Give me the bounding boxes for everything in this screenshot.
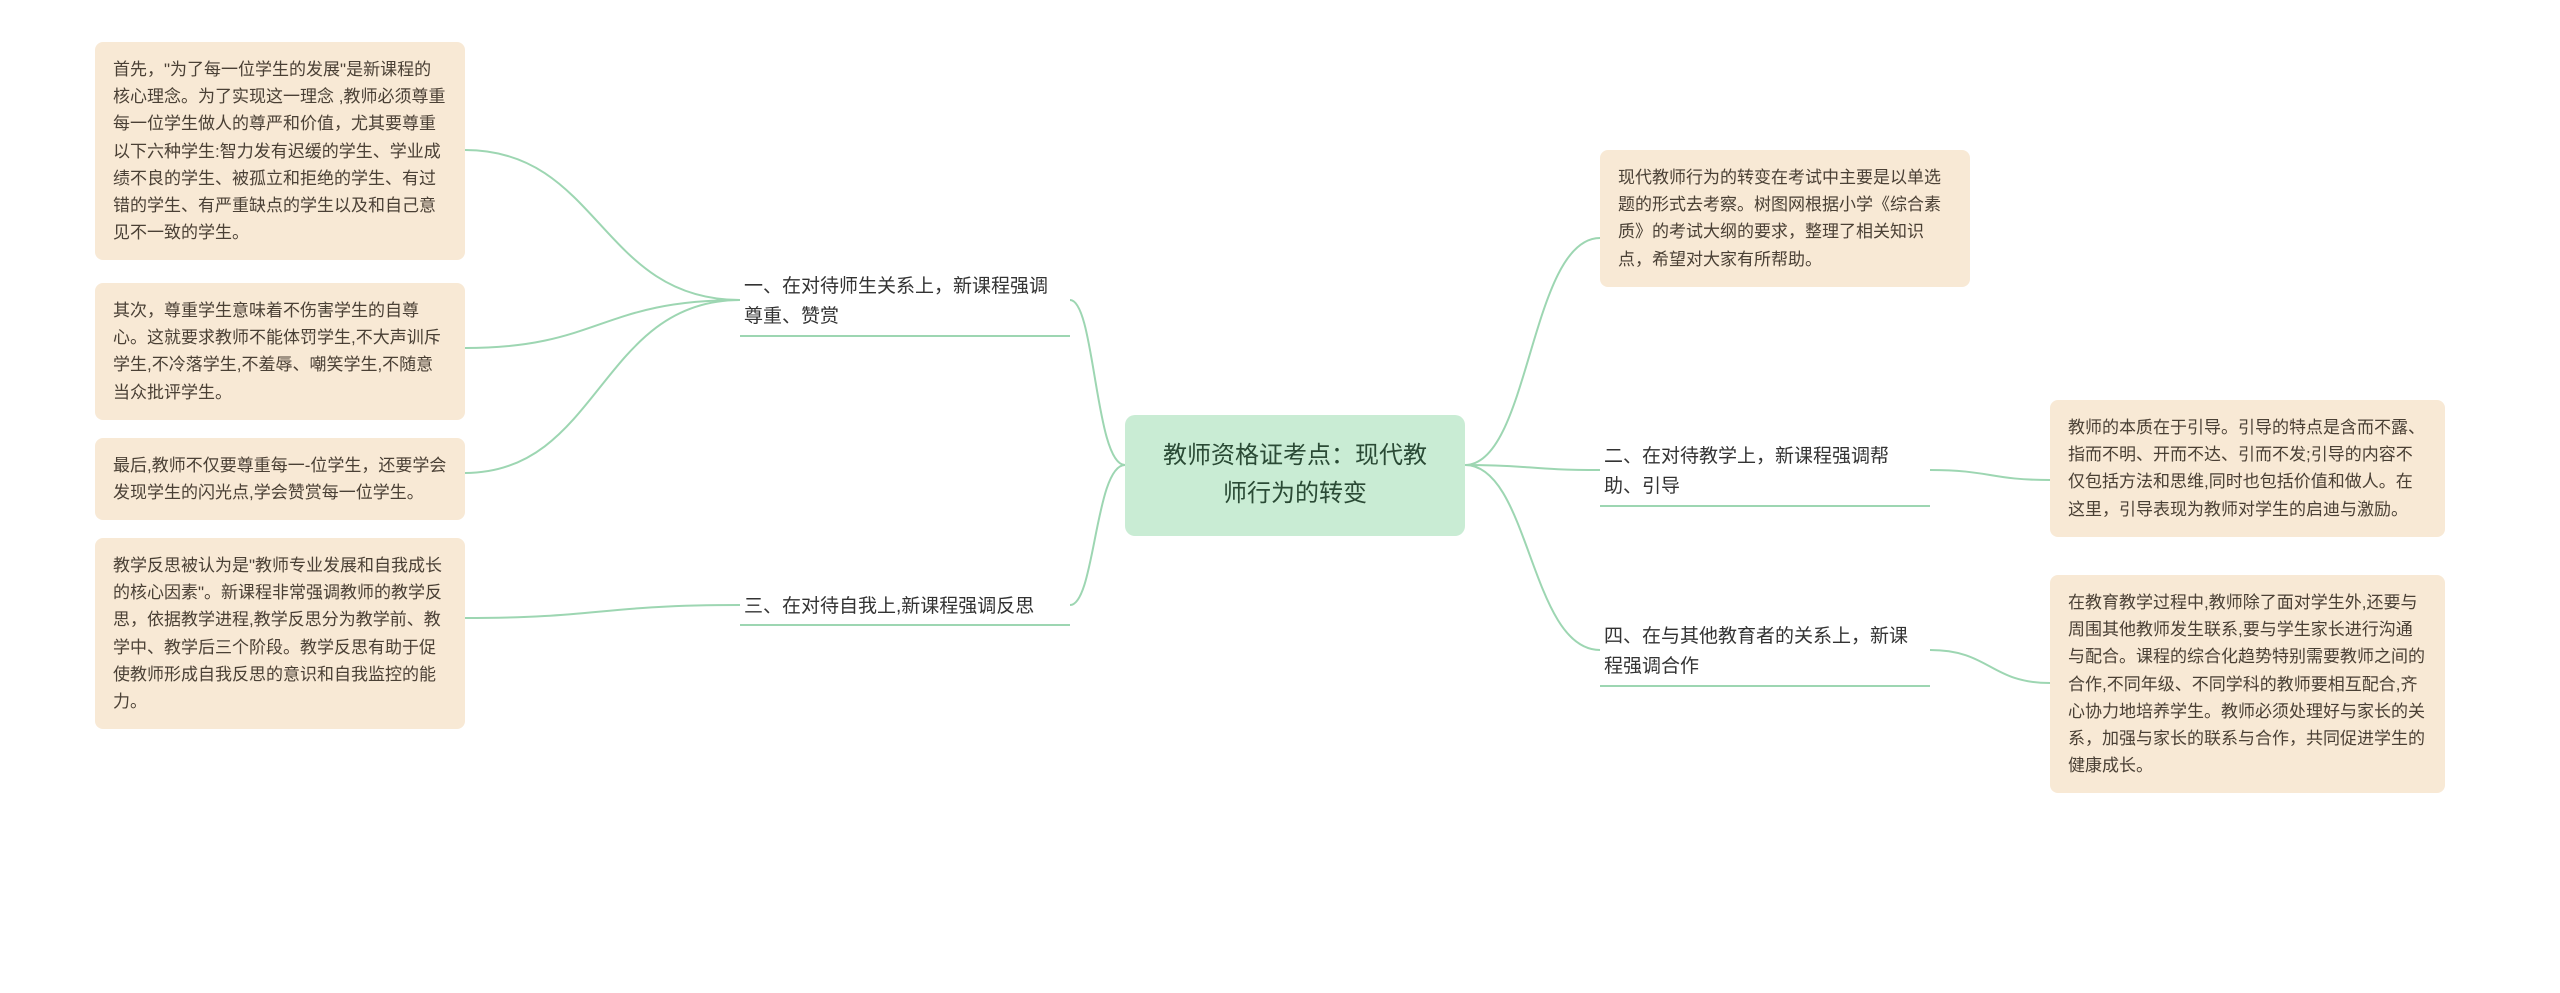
branch-3-leaf[interactable]: 教学反思被认为是"教师专业发展和自我成长的核心因素"。新课程非常强调教师的教学反…	[95, 538, 465, 729]
root-line1: 教师资格证考点：现代教	[1163, 442, 1427, 469]
branch-4[interactable]: 四、在与其他教育者的关系上，新课程强调合作	[1600, 620, 1930, 687]
root-line2: 师行为的转变	[1223, 480, 1367, 507]
branch-1[interactable]: 一、在对待师生关系上，新课程强调尊重、赞赏	[740, 270, 1070, 337]
branch-4-leaf[interactable]: 在教育教学过程中,教师除了面对学生外,还要与周围其他教师发生联系,要与学生家长进…	[2050, 575, 2445, 793]
branch-1-leaf-2[interactable]: 其次，尊重学生意味着不伤害学生的自尊心。这就要求教师不能体罚学生,不大声训斥学生…	[95, 283, 465, 420]
branch-1-leaf-1[interactable]: 首先，"为了每一位学生的发展"是新课程的核心理念。为了实现这一理念 ,教师必须尊…	[95, 42, 465, 260]
branch-1-leaf-3[interactable]: 最后,教师不仅要尊重每一-位学生，还要学会发现学生的闪光点,学会赞赏每一位学生。	[95, 438, 465, 520]
mindmap-root[interactable]: 教师资格证考点：现代教 师行为的转变	[1125, 415, 1465, 536]
branch-2[interactable]: 二、在对待教学上，新课程强调帮助、引导	[1600, 440, 1930, 507]
branch-3[interactable]: 三、在对待自我上,新课程强调反思	[740, 590, 1070, 626]
branch-2-leaf[interactable]: 教师的本质在于引导。引导的特点是含而不露、指而不明、开而不达、引而不发;引导的内…	[2050, 400, 2445, 537]
intro-note[interactable]: 现代教师行为的转变在考试中主要是以单选题的形式去考察。树图网根据小学《综合素质》…	[1600, 150, 1970, 287]
